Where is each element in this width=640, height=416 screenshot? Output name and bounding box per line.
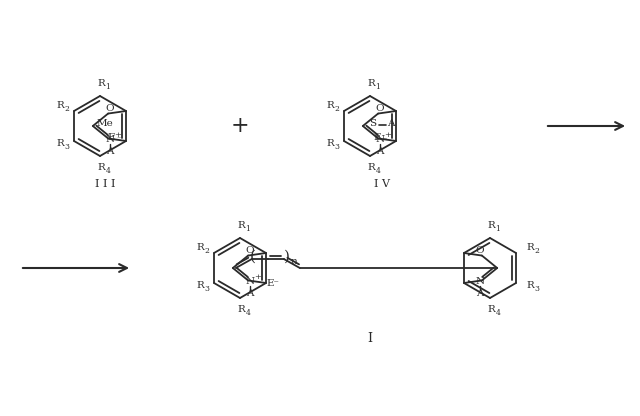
Text: R: R: [326, 139, 334, 149]
Text: A: A: [376, 147, 384, 156]
Text: n: n: [291, 257, 297, 265]
Text: 4: 4: [495, 309, 500, 317]
Text: 2: 2: [534, 247, 540, 255]
Text: N: N: [106, 135, 115, 144]
Text: 1: 1: [376, 83, 380, 91]
Text: +: +: [253, 273, 260, 282]
Text: S: S: [369, 119, 376, 129]
Text: R: R: [326, 102, 334, 111]
Text: N: N: [246, 277, 255, 286]
Text: 3: 3: [65, 143, 70, 151]
Text: +: +: [230, 115, 250, 137]
Text: O: O: [246, 246, 255, 255]
Text: R: R: [487, 305, 495, 314]
Text: R: R: [526, 243, 534, 253]
Text: R: R: [526, 282, 534, 290]
Text: E⁻: E⁻: [266, 280, 279, 289]
Text: R: R: [367, 163, 375, 173]
Text: Me: Me: [97, 119, 113, 129]
Text: R: R: [56, 139, 64, 149]
Text: R: R: [97, 163, 105, 173]
Text: 2: 2: [65, 105, 70, 113]
Text: 3: 3: [205, 285, 209, 293]
Text: R: R: [97, 79, 105, 89]
Text: R: R: [487, 221, 495, 230]
Text: 4: 4: [106, 167, 111, 175]
Text: (: (: [250, 250, 256, 264]
Text: ⁻: ⁻: [116, 136, 121, 144]
Text: 2: 2: [335, 105, 339, 113]
Text: O: O: [106, 104, 115, 113]
Text: 4: 4: [376, 167, 380, 175]
Text: 1: 1: [106, 83, 111, 91]
Text: I I I: I I I: [95, 179, 115, 189]
Text: ): ): [284, 250, 290, 264]
Text: A: A: [246, 289, 254, 298]
Text: 1: 1: [495, 225, 500, 233]
Text: 4: 4: [246, 309, 250, 317]
Text: E: E: [107, 133, 115, 141]
Text: E: E: [373, 134, 381, 143]
Text: R: R: [56, 102, 64, 111]
Text: +: +: [114, 131, 120, 139]
Text: N: N: [376, 135, 385, 144]
Text: 1: 1: [246, 225, 250, 233]
Text: +: +: [384, 131, 390, 139]
Text: N: N: [476, 277, 484, 286]
Text: 3: 3: [534, 285, 540, 293]
Text: O: O: [476, 246, 484, 255]
Text: A: A: [387, 119, 395, 129]
Text: R: R: [237, 305, 245, 314]
Text: O: O: [376, 104, 385, 113]
Text: I V: I V: [374, 179, 390, 189]
Text: R: R: [237, 221, 245, 230]
Text: R: R: [367, 79, 375, 89]
Text: ⁻: ⁻: [383, 137, 387, 145]
Text: 3: 3: [335, 143, 339, 151]
Text: 2: 2: [205, 247, 209, 255]
Text: I: I: [367, 332, 372, 344]
Text: R: R: [196, 282, 204, 290]
Text: A: A: [476, 289, 484, 298]
Text: A: A: [106, 147, 114, 156]
Text: R: R: [196, 243, 204, 253]
